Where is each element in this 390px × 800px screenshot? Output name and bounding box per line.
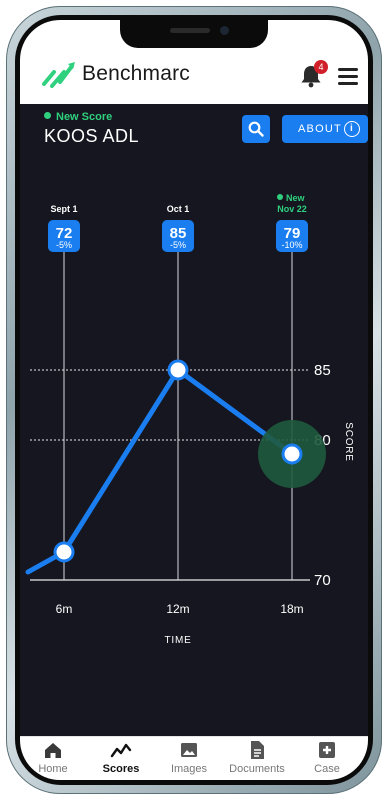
score-badge[interactable] xyxy=(48,220,80,252)
nav-item-label: Home xyxy=(38,763,68,775)
speaker xyxy=(170,28,210,33)
document-icon xyxy=(251,741,264,759)
score-value: 79 xyxy=(284,225,301,242)
home-icon xyxy=(45,743,61,758)
chart-icon xyxy=(110,743,132,758)
score-change: -10% xyxy=(281,240,302,250)
y-axis-label: SCORE xyxy=(343,422,354,462)
point-date-label: Nov 22 xyxy=(277,204,307,214)
info-icon: i xyxy=(344,121,360,137)
score-value: 85 xyxy=(170,225,187,242)
phone-frame: Benchmarc 4 New Score KOOS ADL ABOUT i 7… xyxy=(6,6,382,794)
score-badge[interactable] xyxy=(276,220,308,252)
new-label: New xyxy=(286,193,306,203)
notification-badge: 4 xyxy=(314,60,328,74)
x-tick-label: 6m xyxy=(56,602,73,616)
nav-item-label: Images xyxy=(170,763,208,775)
point-date-label: Sept 1 xyxy=(50,204,77,214)
nav-item-home[interactable]: Home xyxy=(20,739,88,775)
image-icon xyxy=(181,743,197,757)
nav-item-scores[interactable]: Scores xyxy=(86,739,156,775)
new-dot-icon xyxy=(44,112,51,119)
plus-box-icon xyxy=(319,742,335,758)
data-point[interactable] xyxy=(281,443,303,465)
nav-item-label: Case xyxy=(314,763,340,775)
about-button[interactable]: ABOUT i xyxy=(282,115,368,143)
bottom-navigation: Home Scores Images Documents Case xyxy=(20,736,368,780)
data-point[interactable] xyxy=(53,541,75,563)
camera xyxy=(220,26,229,35)
x-axis-label: TIME xyxy=(164,635,191,646)
x-tick-label: 18m xyxy=(280,602,303,616)
hamburger-menu-icon[interactable] xyxy=(338,68,358,85)
notch xyxy=(120,20,268,48)
nav-item-label: Documents xyxy=(229,763,285,775)
series-line xyxy=(25,367,295,575)
y-tick-label: 85 xyxy=(314,362,331,379)
x-tick-label: 12m xyxy=(166,602,189,616)
benchmarc-logo-icon xyxy=(42,62,75,88)
point-date-label: Oct 1 xyxy=(167,204,190,214)
search-icon xyxy=(248,121,264,137)
y-tick-label: 70 xyxy=(314,572,331,589)
screen: Benchmarc 4 New Score KOOS ADL ABOUT i 7… xyxy=(20,20,368,780)
page-title: KOOS ADL xyxy=(44,126,140,146)
nav-item-label: Scores xyxy=(102,763,140,775)
search-button[interactable] xyxy=(242,115,270,143)
score-change: -5% xyxy=(170,240,186,250)
score-value: 72 xyxy=(56,225,73,242)
new-score-label: New Score xyxy=(56,111,113,123)
new-score-indicator: New Score xyxy=(44,111,112,123)
about-label: ABOUT xyxy=(298,123,342,135)
nav-item-documents[interactable]: Documents xyxy=(222,739,292,775)
data-point[interactable] xyxy=(167,359,189,381)
brand-name: Benchmarc xyxy=(82,62,191,85)
nav-item-case[interactable]: Case xyxy=(292,739,362,775)
score-change: -5% xyxy=(56,240,72,250)
nav-item-images[interactable]: Images xyxy=(154,739,224,775)
score-badge[interactable] xyxy=(162,220,194,252)
new-dot-icon xyxy=(277,194,283,200)
